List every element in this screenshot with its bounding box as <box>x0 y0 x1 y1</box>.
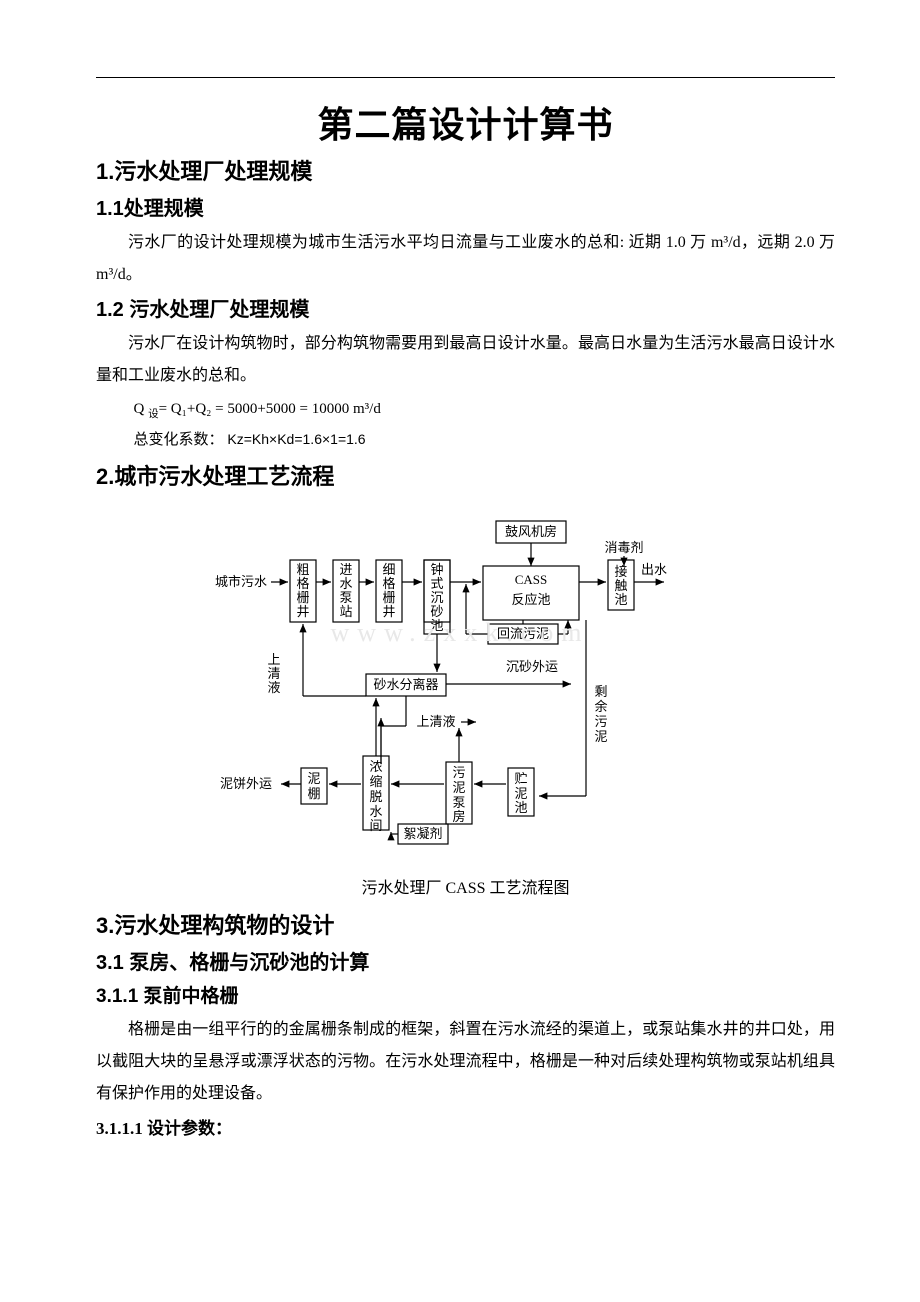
header-rule <box>96 77 835 78</box>
svg-text:房: 房 <box>452 809 465 824</box>
svg-text:沉: 沉 <box>430 590 443 605</box>
formula-kz-label: 总变化系数： <box>134 432 224 448</box>
svg-text:液: 液 <box>267 680 280 695</box>
formula-q-prefix: Q <box>134 401 149 417</box>
section-1-1-para: 污水厂的设计处理规模为城市生活污水平均日流量与工业废水的总和: 近期 1.0 万… <box>96 227 835 291</box>
svg-text:井: 井 <box>296 604 309 619</box>
svg-text:泥: 泥 <box>514 786 527 801</box>
svg-text:水: 水 <box>369 804 382 819</box>
svg-text:格: 格 <box>296 576 309 591</box>
svg-text:余: 余 <box>594 699 607 714</box>
svg-text:砂: 砂 <box>430 604 443 619</box>
diagram-caption: 污水处理厂 CASS 工艺流程图 <box>96 874 835 898</box>
document-main-title: 第二篇设计计算书 <box>96 96 835 148</box>
svg-text:回流污泥: 回流污泥 <box>496 626 548 641</box>
svg-text:井: 井 <box>382 604 395 619</box>
section-3-1-1-heading: 3.1.1 泵前中格栅 <box>96 981 835 1008</box>
formula-q-design: Q 设= Q₁+Q₂ = 5000+5000 = 10000 m³/d <box>134 394 836 425</box>
svg-text:反应池: 反应池 <box>511 592 550 607</box>
svg-text:CASS: CASS <box>514 572 547 587</box>
svg-text:细: 细 <box>382 562 395 577</box>
formula-q-body: = Q₁+Q₂ = 5000+5000 = 10000 m³/d <box>159 401 381 417</box>
svg-text:粗: 粗 <box>296 562 309 577</box>
section-3-1-1-1-heading: 3.1.1.1 设计参数： <box>96 1114 835 1139</box>
svg-text:鼓风机房: 鼓风机房 <box>504 524 556 539</box>
svg-text:格: 格 <box>382 576 395 591</box>
section-1-heading: 1.污水处理厂处理规模 <box>96 154 835 186</box>
process-flow-diagram: 鼓风机房 消毒剂 城市污水 粗 格 栅 井 进 水 泵 站 细 格 栅 井 钟 … <box>96 516 835 866</box>
svg-text:脱: 脱 <box>369 789 382 804</box>
svg-text:泵: 泵 <box>339 590 352 605</box>
svg-text:触: 触 <box>614 578 627 593</box>
svg-text:泥饼外运: 泥饼外运 <box>219 776 271 791</box>
svg-text:城市污水: 城市污水 <box>214 574 266 589</box>
svg-text:池: 池 <box>430 618 443 633</box>
section-3-1-1-para: 格栅是由一组平行的的金属栅条制成的框架，斜置在污水流经的渠道上，或泵站集水井的井… <box>96 1014 835 1110</box>
svg-text:站: 站 <box>339 604 352 619</box>
svg-text:出水: 出水 <box>640 562 666 577</box>
svg-text:间: 间 <box>369 818 382 833</box>
svg-text:棚: 棚 <box>307 786 320 801</box>
svg-text:剩: 剩 <box>594 684 607 699</box>
svg-text:池: 池 <box>514 800 527 815</box>
svg-text:进: 进 <box>339 562 352 577</box>
svg-text:钟: 钟 <box>430 562 443 577</box>
formula-q-sub: 设 <box>148 409 159 420</box>
section-2-heading: 2.城市污水处理工艺流程 <box>96 459 835 491</box>
svg-text:污: 污 <box>594 714 607 729</box>
section-3-1-heading: 3.1 泵房、格栅与沉砂池的计算 <box>96 946 835 975</box>
svg-text:沉砂外运: 沉砂外运 <box>506 659 558 674</box>
svg-text:浓: 浓 <box>369 759 382 774</box>
svg-text:栅: 栅 <box>296 590 309 605</box>
svg-text:栅: 栅 <box>382 590 395 605</box>
svg-text:消毒剂: 消毒剂 <box>604 540 643 555</box>
flowchart-svg: 鼓风机房 消毒剂 城市污水 粗 格 栅 井 进 水 泵 站 细 格 栅 井 钟 … <box>206 516 726 866</box>
section-1-2-para: 污水厂在设计构筑物时，部分构筑物需要用到最高日设计水量。最高日水量为生活污水最高… <box>96 328 835 392</box>
svg-text:式: 式 <box>430 576 443 591</box>
svg-text:絮凝剂: 絮凝剂 <box>403 826 442 841</box>
svg-text:接: 接 <box>614 564 627 579</box>
section-3-heading: 3.污水处理构筑物的设计 <box>96 908 835 940</box>
svg-text:水: 水 <box>339 576 352 591</box>
svg-text:砂水分离器: 砂水分离器 <box>373 677 438 692</box>
svg-text:缩: 缩 <box>369 774 382 789</box>
section-1-2-heading: 1.2 污水处理厂处理规模 <box>96 293 835 322</box>
svg-text:上清液: 上清液 <box>416 714 455 729</box>
section-1-1-heading: 1.1处理规模 <box>96 192 835 221</box>
svg-text:清: 清 <box>267 666 280 681</box>
svg-text:泵: 泵 <box>452 795 465 810</box>
svg-text:泥: 泥 <box>307 771 320 786</box>
svg-text:泥: 泥 <box>594 729 607 744</box>
svg-text:上: 上 <box>267 652 280 667</box>
formula-kz: 总变化系数： Kz=Kh×Kd=1.6×1=1.6 <box>134 425 836 455</box>
svg-text:池: 池 <box>614 592 627 607</box>
svg-text:污: 污 <box>452 765 465 780</box>
svg-text:贮: 贮 <box>514 771 527 786</box>
svg-text:泥: 泥 <box>452 780 465 795</box>
formula-kz-body: Kz=Kh×Kd=1.6×1=1.6 <box>224 431 366 447</box>
